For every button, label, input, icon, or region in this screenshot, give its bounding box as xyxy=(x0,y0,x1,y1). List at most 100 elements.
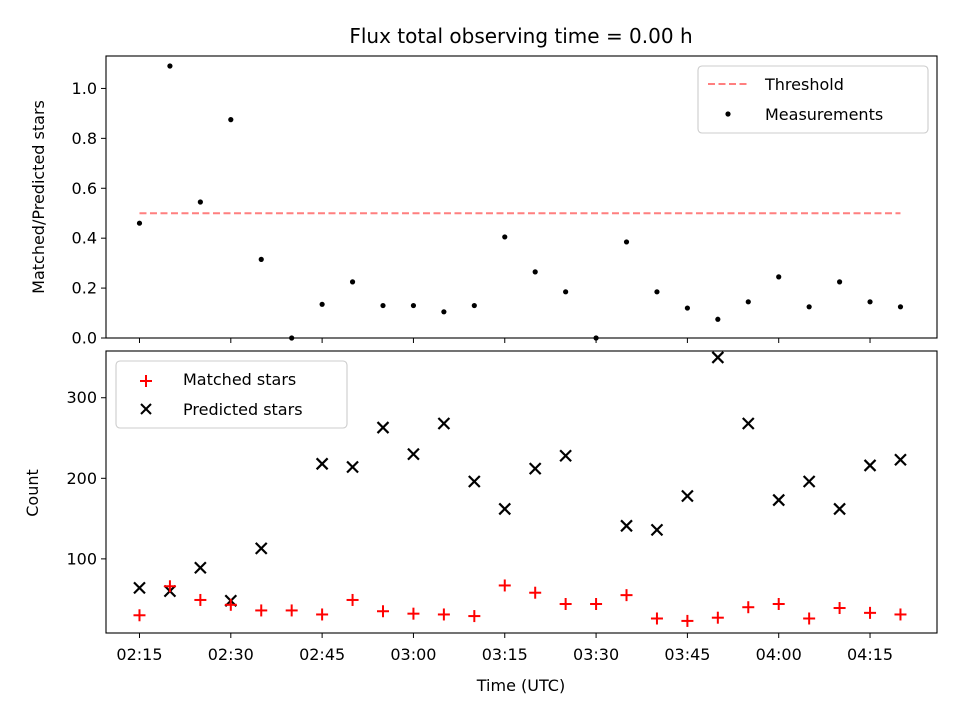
measurement-point xyxy=(136,220,143,226)
x-tick-label: 02:45 xyxy=(299,645,345,664)
matched-point xyxy=(468,610,481,623)
top-legend: Threshold Measurements xyxy=(697,65,929,134)
predicted-point xyxy=(650,523,664,537)
predicted-point-stroke xyxy=(468,475,481,488)
matched-point xyxy=(255,604,268,617)
matched-point xyxy=(498,579,511,592)
bottom-legend-box xyxy=(115,360,348,429)
predicted-point xyxy=(559,449,572,463)
predicted-point-stroke xyxy=(346,460,359,474)
matched-point xyxy=(377,605,389,618)
legend-threshold-label: Threshold xyxy=(764,75,844,94)
matched-point xyxy=(803,612,816,625)
bottom-y-tick-label: 200 xyxy=(66,469,97,488)
chart-title: Flux total observing time = 0.00 h xyxy=(349,24,692,48)
predicted-point xyxy=(254,542,268,555)
predicted-point xyxy=(802,475,816,488)
measurement-point xyxy=(228,117,234,123)
legend-predicted-label: Predicted stars xyxy=(183,400,303,419)
predicted-point xyxy=(194,561,207,575)
legend-measurements-swatch xyxy=(725,111,731,117)
predicted-point-stroke xyxy=(528,462,542,475)
matched-point xyxy=(163,580,176,593)
matched-point xyxy=(590,597,603,610)
top-y-tick-label: 0.4 xyxy=(72,229,97,248)
predicted-point xyxy=(407,447,420,461)
matched-point xyxy=(772,597,785,610)
predicted-point-stroke xyxy=(194,561,207,575)
x-tick-label: 03:00 xyxy=(390,645,436,664)
measurement-point xyxy=(715,316,721,322)
predicted-point-stroke xyxy=(863,459,877,472)
measurement-point xyxy=(684,305,690,311)
measurement-point xyxy=(623,239,630,245)
measurement-point xyxy=(380,302,386,309)
predicted-point xyxy=(376,421,390,434)
top-y-axis-title: Matched/Predicted stars xyxy=(29,100,48,294)
measurement-point xyxy=(836,279,843,285)
x-tick-label: 03:15 xyxy=(482,645,528,664)
matched-point xyxy=(742,601,755,614)
matched-point xyxy=(285,604,298,617)
measurement-point xyxy=(867,299,873,305)
measurement-point xyxy=(563,289,569,295)
top-y-tick-label: 0.6 xyxy=(72,179,97,198)
predicted-point xyxy=(528,462,542,475)
bottom-plot-marks xyxy=(133,351,907,627)
top-x-axis-ticks xyxy=(138,338,871,343)
predicted-point xyxy=(741,417,755,430)
top-y-tick-label: 1.0 xyxy=(72,79,97,98)
matched-point xyxy=(711,611,724,624)
matched-point xyxy=(407,607,420,620)
predicted-point xyxy=(437,417,451,430)
predicted-point-stroke xyxy=(407,447,420,461)
matched-point xyxy=(620,589,633,602)
x-tick-label: 04:15 xyxy=(847,645,893,664)
measurement-point xyxy=(258,256,264,262)
measurement-point xyxy=(471,302,477,309)
predicted-point xyxy=(468,475,481,488)
predicted-point-stroke xyxy=(833,502,846,516)
x-tick-label: 03:30 xyxy=(573,645,619,664)
predicted-point xyxy=(620,519,633,533)
predicted-point-stroke xyxy=(741,417,755,430)
matched-point xyxy=(346,593,359,606)
top-plot-frame xyxy=(105,55,938,339)
matched-point xyxy=(559,597,572,610)
x-tick-label: 02:15 xyxy=(116,645,162,664)
legend-predicted-swatch xyxy=(140,403,152,415)
predicted-point xyxy=(894,453,907,467)
legend-measurements-label: Measurements xyxy=(765,105,883,124)
x-tick-label: 04:00 xyxy=(756,645,802,664)
predicted-point-stroke xyxy=(650,523,664,537)
top-legend-box xyxy=(697,65,929,134)
matched-point xyxy=(894,608,907,621)
measurement-point xyxy=(502,234,508,240)
predicted-point xyxy=(133,581,146,595)
predicted-point-stroke xyxy=(559,449,572,463)
matched-point xyxy=(833,602,846,615)
predicted-point-stroke xyxy=(620,519,633,533)
predicted-point-stroke xyxy=(437,417,451,430)
predicted-point-stroke xyxy=(376,421,390,434)
predicted-point-stroke xyxy=(133,581,146,595)
matched-point xyxy=(437,608,450,621)
predicted-point-stroke xyxy=(254,542,268,555)
matched-point xyxy=(316,608,329,621)
bottom-y-tick-label: 300 xyxy=(66,388,97,407)
predicted-point-stroke xyxy=(681,489,694,503)
bottom-x-axis-ticks: 02:15 02:30 02:45 03:00 03:15 03:30 03:45 04:00… xyxy=(116,633,893,664)
top-plot-marks xyxy=(136,63,904,341)
measurement-point xyxy=(806,304,812,310)
predicted-point-stroke xyxy=(315,457,329,471)
measurement-point xyxy=(167,63,173,69)
bottom-y-axis-title: Count xyxy=(23,469,42,517)
predicted-point-stroke xyxy=(498,502,512,516)
legend-matched-label: Matched stars xyxy=(183,370,296,389)
measurement-point xyxy=(349,279,356,285)
predicted-point-stroke xyxy=(894,453,907,467)
matched-point xyxy=(133,609,146,622)
predicted-point xyxy=(863,459,877,472)
measurement-point xyxy=(319,301,325,307)
